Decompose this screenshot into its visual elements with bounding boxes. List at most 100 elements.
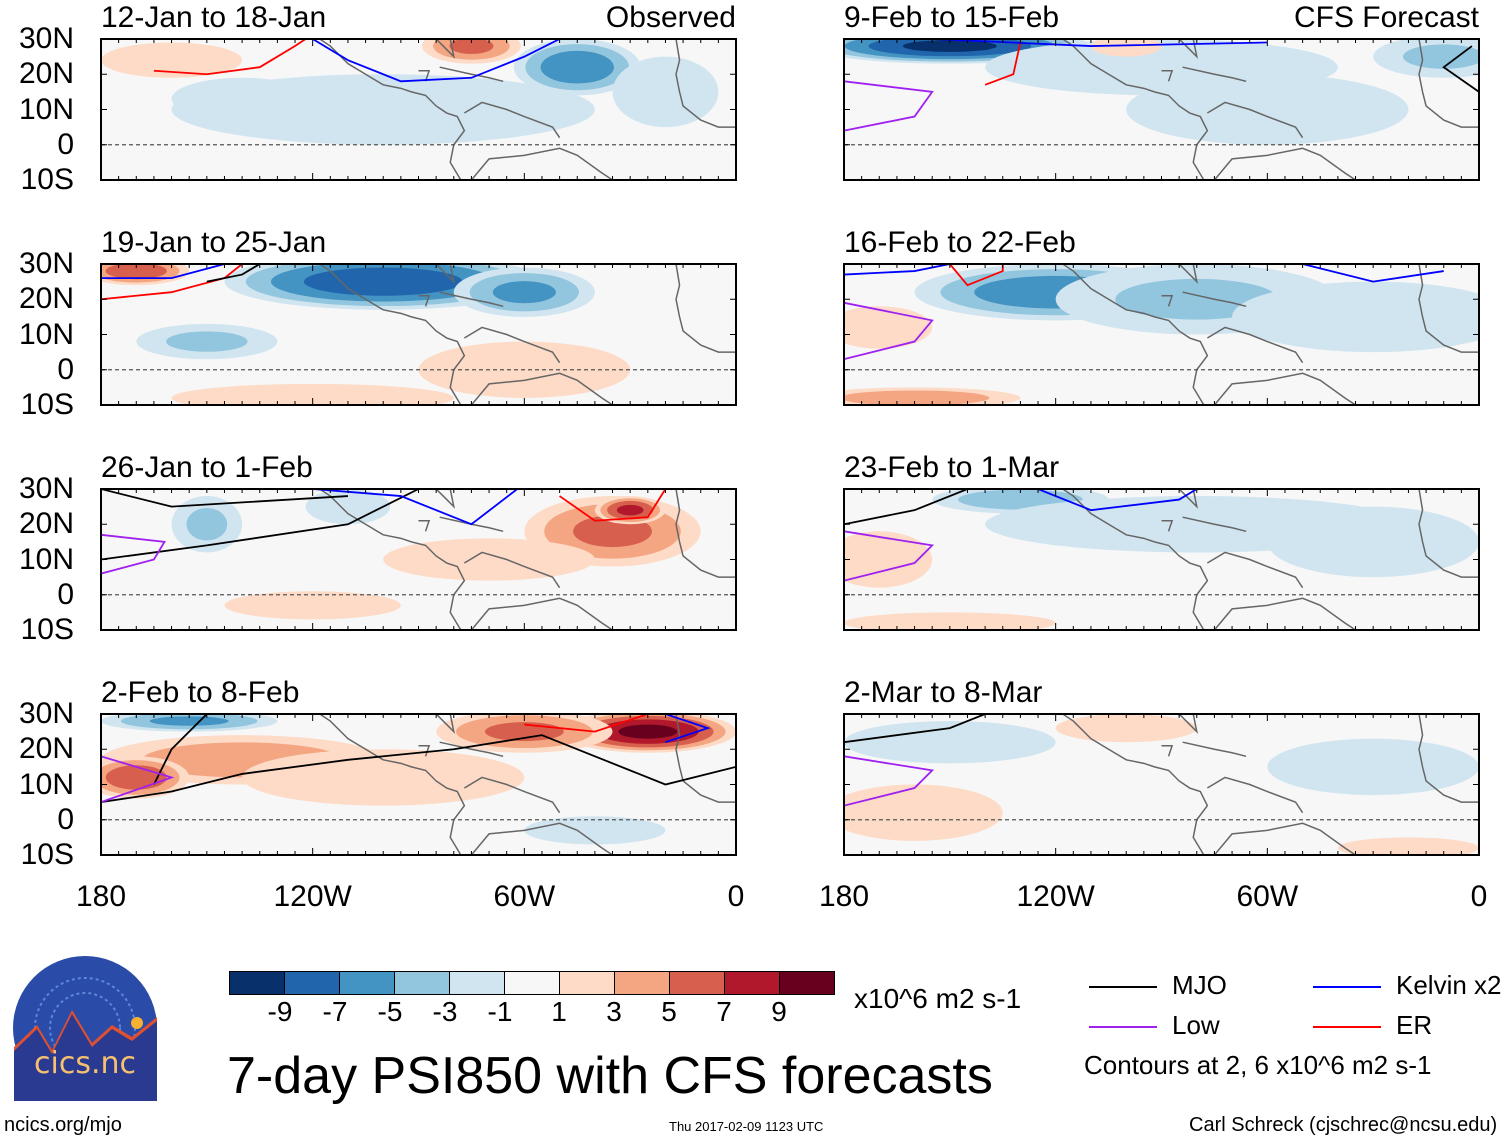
- mjo-contour: [844, 489, 968, 526]
- lat-tick-label: 10N: [18, 317, 74, 351]
- footer-author: Carl Schreck (cjschrec@ncsu.edu): [1189, 1114, 1498, 1136]
- anomaly-fill: [303, 267, 463, 296]
- anomaly-fill: [844, 721, 1056, 764]
- lat-tick-label: 20N: [18, 732, 74, 766]
- coastline: [319, 39, 736, 180]
- colorbar-swatch: [725, 972, 780, 994]
- anomaly-fill: [186, 507, 228, 541]
- anomaly-fill: [101, 42, 243, 78]
- mjo-contour: [206, 264, 261, 283]
- colorbar-label: 5: [661, 996, 677, 1027]
- colorbar-label: -1: [487, 996, 513, 1027]
- anomaly-fill: [449, 39, 494, 54]
- anomaly-fill: [105, 264, 167, 280]
- panel-title: 2-Mar to 8-Mar: [844, 676, 1043, 709]
- figure-title: 7-day PSI850 with CFS forecasts: [227, 1047, 993, 1105]
- svg-text:cics.nc: cics.nc: [34, 1046, 136, 1081]
- legend-label: MJO: [1172, 970, 1227, 1000]
- lon-tick-label: 0: [727, 880, 745, 913]
- footer-timestamp: Thu 2017-02-09 1123 UTC: [669, 1119, 824, 1134]
- colorbar-label: 3: [606, 996, 622, 1027]
- er-contour: [984, 42, 1022, 86]
- colorbar-label: 7: [716, 996, 732, 1027]
- anomaly-fill: [524, 816, 666, 845]
- observed-label: Observed: [605, 1, 736, 34]
- anomaly-fill: [224, 591, 401, 620]
- map-panel: [843, 488, 1480, 631]
- legend-swatch-mjo: [1089, 986, 1157, 988]
- lat-tick-label: 10S: [20, 388, 74, 421]
- coastline: [1062, 489, 1479, 630]
- colorbar-label: -9: [267, 996, 293, 1027]
- anomaly-fill: [844, 306, 933, 349]
- anomaly-fill: [616, 504, 644, 516]
- er-contour: [101, 264, 243, 301]
- colorbar-swatch: [505, 972, 560, 994]
- panel-title: 2-Feb to 8-Feb: [101, 676, 300, 709]
- anomaly-fill: [149, 716, 229, 726]
- lat-tick-label: 30N: [18, 472, 74, 505]
- low-contour: [844, 80, 934, 132]
- cics-logo: cics.nc: [12, 955, 158, 1101]
- kelvin-contour: [312, 489, 518, 526]
- colorbar-label: -5: [377, 996, 403, 1027]
- panel-title: 23-Feb to 1-Mar: [844, 451, 1060, 484]
- kelvin-contour: [1037, 489, 1198, 512]
- footer-url[interactable]: ncics.org/mjo: [4, 1114, 122, 1136]
- low-contour: [101, 755, 175, 803]
- map-panel: [100, 263, 737, 406]
- anomaly-fill: [1126, 74, 1409, 145]
- lon-tick-label: 180: [75, 880, 127, 913]
- legend-label: Kelvin x2: [1396, 970, 1502, 1000]
- mjo-contour: [101, 734, 736, 804]
- low-contour: [844, 301, 934, 361]
- colorbar-swatch: [560, 972, 615, 994]
- panel-title: 26-Jan to 1-Feb: [101, 451, 313, 484]
- lat-tick-label: 0: [57, 352, 74, 386]
- panel-title: 9-Feb to 15-Feb: [844, 1, 1060, 34]
- panel-title: 19-Jan to 25-Jan: [101, 226, 327, 259]
- coastline: [319, 264, 736, 405]
- mjo-contour: [101, 489, 419, 561]
- mjo-contour: [153, 714, 208, 785]
- colorbar-swatch: [670, 972, 725, 994]
- anomaly-fill: [1267, 738, 1479, 796]
- lat-tick-label: 0: [57, 127, 74, 161]
- colorbar-swatch: [450, 972, 505, 994]
- lat-tick-label: 30N: [18, 697, 74, 730]
- colorbar-label: -3: [432, 996, 458, 1027]
- anomaly-fill: [902, 40, 997, 52]
- lat-tick-label: 20N: [18, 57, 74, 91]
- kelvin-contour: [665, 714, 711, 744]
- lon-tick-label: 60W: [1236, 880, 1299, 913]
- legend-swatch-kelvin-x2: [1313, 986, 1381, 988]
- mjo-contour: [1442, 45, 1479, 93]
- coastline: [1062, 264, 1479, 405]
- er-contour: [559, 489, 667, 522]
- kelvin-contour: [312, 39, 561, 83]
- er-contour: [524, 714, 649, 733]
- anomaly-fill: [844, 390, 990, 405]
- lat-tick-label: 20N: [18, 282, 74, 316]
- lat-tick-label: 10N: [18, 92, 74, 126]
- colorbar-swatch: [340, 972, 395, 994]
- low-contour: [101, 533, 166, 575]
- anomaly-fill: [1402, 44, 1479, 69]
- panel-title: 12-Jan to 18-Jan: [101, 1, 327, 34]
- colorbar-label: -7: [322, 996, 348, 1027]
- kelvin-contour: [844, 264, 951, 276]
- lon-tick-label: 180: [818, 880, 870, 913]
- units-label: x10^6 m2 s-1: [854, 983, 1022, 1014]
- er-contour: [153, 39, 307, 76]
- map-panel: [100, 38, 737, 181]
- lat-tick-label: 10S: [20, 163, 74, 196]
- anomaly-fill: [540, 50, 614, 84]
- colorbar-label: 9: [771, 996, 787, 1027]
- anomaly-fill: [1337, 837, 1479, 855]
- low-contour: [844, 755, 935, 807]
- anomaly-fill: [844, 531, 933, 588]
- panel-title: 16-Feb to 22-Feb: [844, 226, 1076, 259]
- lon-tick-label: 60W: [493, 880, 556, 913]
- kelvin-contour: [101, 264, 225, 280]
- lat-tick-label: 0: [57, 802, 74, 836]
